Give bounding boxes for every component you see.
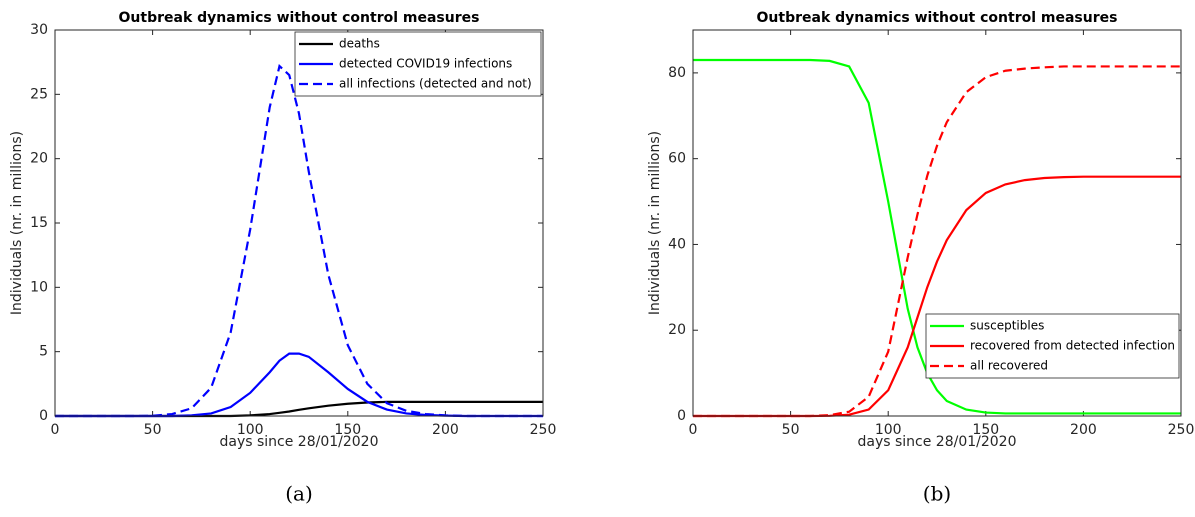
x-tick-label: 250 [530,422,557,438]
y-tick-label: 25 [30,86,48,102]
x-tick-label: 0 [51,422,60,438]
y-tick-label: 15 [30,215,48,231]
y-tick-label: 20 [30,151,48,167]
y-tick-label: 30 [30,22,48,38]
legend-label: susceptibles [970,319,1044,333]
axes-box [692,29,1182,417]
x-tick-label: 50 [782,422,800,438]
x-tick-label: 150 [972,422,999,438]
caption: (b) [923,482,951,506]
x-tick-label: 250 [1168,422,1195,438]
x-tick-label: 150 [334,422,361,438]
legend-label: all recovered [970,359,1048,373]
x-axis-label: days since 28/01/2020 [857,434,1016,450]
x-tick-label: 100 [875,422,902,438]
x-tick-label: 50 [144,422,162,438]
y-tick-label: 0 [39,408,48,424]
axes-box [54,29,544,417]
x-axis-label: days since 28/01/2020 [219,434,378,450]
x-tick-label: 200 [1070,422,1097,438]
x-tick-label: 100 [237,422,264,438]
legend-box [294,31,542,97]
legend-label: recovered from detected infection [970,339,1175,353]
legend-label: deaths [339,37,380,51]
legend-label: detected COVID19 infections [339,57,512,71]
y-tick-label: 80 [668,65,686,81]
x-tick-label: 0 [689,422,698,438]
y-tick-label: 40 [668,236,686,252]
y-axis-label: Individuals (nr. in millions) [647,131,663,315]
y-tick-label: 20 [668,322,686,338]
y-tick-label: 0 [677,408,686,424]
y-axis-label: Individuals (nr. in millions) [9,131,25,315]
y-tick-label: 60 [668,151,686,167]
y-tick-label: 10 [30,279,48,295]
caption: (a) [285,482,313,506]
x-tick-label: 200 [432,422,459,438]
chart-title: Outbreak dynamics without control measur… [757,10,1118,26]
series-line [693,58,1181,415]
chart-title: Outbreak dynamics without control measur… [119,10,480,26]
legend-box [925,313,1180,379]
y-tick-label: 5 [39,344,48,360]
legend-label: all infections (detected and not) [339,77,532,91]
